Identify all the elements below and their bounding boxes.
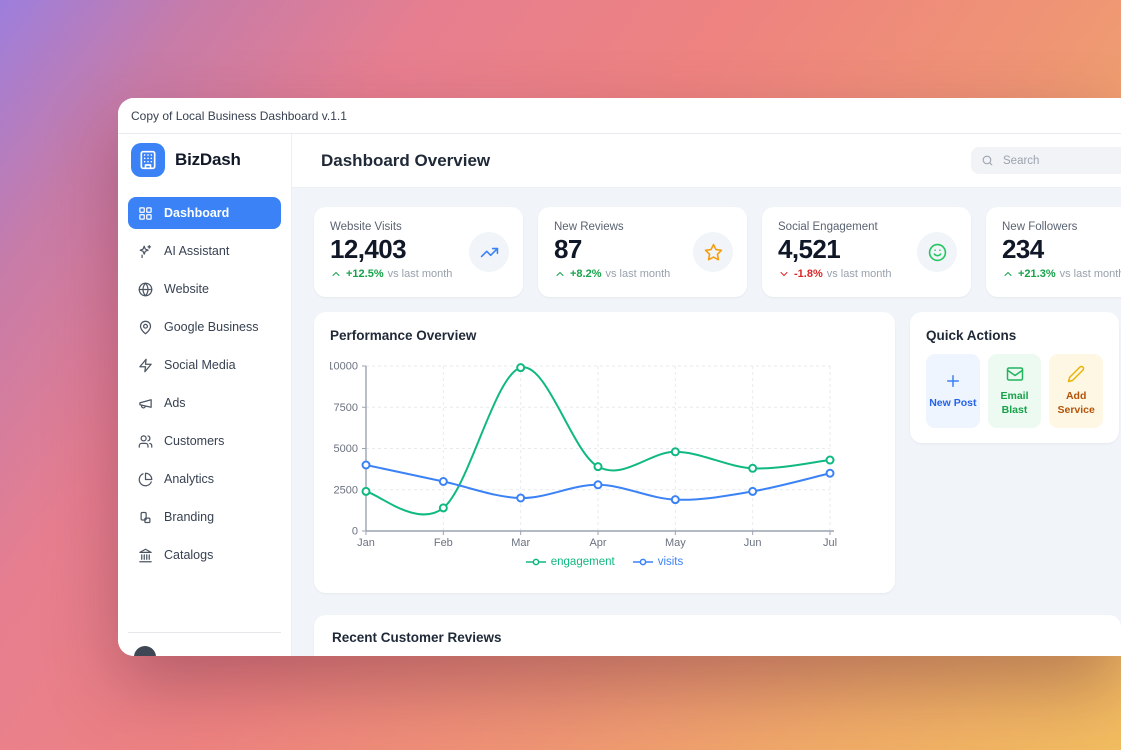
users-icon — [138, 434, 153, 449]
window-title: Copy of Local Business Dashboard v.1.1 — [131, 108, 347, 123]
search-input[interactable] — [1001, 153, 1121, 168]
svg-text:7500: 7500 — [334, 402, 358, 414]
sparkles-icon — [138, 244, 153, 259]
globe-icon — [138, 282, 153, 297]
chevron-up-icon — [1002, 268, 1014, 280]
search-icon — [981, 154, 994, 167]
svg-text:Jan: Jan — [357, 537, 375, 549]
legend-item-engagement: engagement — [525, 556, 615, 568]
svg-text:0: 0 — [352, 526, 358, 538]
quick-action-add-service[interactable]: Add Service — [1049, 354, 1104, 428]
building-icon — [131, 143, 165, 177]
sidebar-item-google-business[interactable]: Google Business — [128, 311, 281, 343]
brand: BizDash — [118, 134, 291, 177]
chart-legend: engagement visits — [330, 556, 879, 568]
app-window: Copy of Local Business Dashboard v.1.1 B… — [118, 98, 1121, 656]
reviews-card: Recent Customer Reviews — [314, 615, 1121, 656]
stat-delta: +12.5% vs last month — [330, 268, 507, 280]
stat-label: New Reviews — [554, 221, 624, 233]
svg-text:Feb: Feb — [434, 537, 453, 549]
legend-item-visits: visits — [632, 556, 683, 568]
stats-row: Website Visits 12,403 +12.5% vs last month N… — [314, 207, 1121, 297]
stat-value: 87 — [554, 234, 582, 264]
main-header: Dashboard Overview — [292, 134, 1121, 188]
megaphone-icon — [138, 396, 153, 411]
sidebar-item-customers[interactable]: Customers — [128, 425, 281, 457]
stat-label: Website Visits — [330, 221, 402, 233]
zap-icon — [138, 358, 153, 373]
user-avatar[interactable] — [134, 646, 156, 656]
plus-icon — [944, 372, 962, 390]
quick-actions-row: New Post Email Blast Add Service — [926, 354, 1104, 428]
stat-delta: -1.8% vs last month — [778, 268, 955, 280]
stat-delta: +21.3% vs last month — [1002, 268, 1121, 280]
star-icon — [693, 232, 733, 272]
svg-text:Mar: Mar — [511, 537, 530, 549]
pie-chart-icon — [138, 472, 153, 487]
stat-label: Social Engagement — [778, 221, 878, 233]
legend-marker-icon — [525, 558, 546, 566]
performance-title: Performance Overview — [330, 328, 477, 343]
svg-text:5000: 5000 — [334, 443, 358, 455]
sidebar-item-ai-assistant[interactable]: AI Assistant — [128, 235, 281, 267]
stat-value: 12,403 — [330, 234, 407, 264]
window-titlebar: Copy of Local Business Dashboard v.1.1 — [118, 98, 1121, 134]
stat-label: New Followers — [1002, 221, 1078, 233]
svg-text:Jul: Jul — [823, 537, 837, 549]
page-title: Dashboard Overview — [321, 150, 491, 170]
sidebar-item-dashboard[interactable]: Dashboard — [128, 197, 281, 229]
sidebar-nav: Dashboard AI Assistant Website Google Busin… — [118, 197, 291, 571]
grid-icon — [138, 206, 153, 221]
sidebar-item-social-media[interactable]: Social Media — [128, 349, 281, 381]
legend-marker-icon — [632, 558, 653, 566]
brand-name: BizDash — [175, 150, 241, 169]
sidebar-item-website[interactable]: Website — [128, 273, 281, 305]
sidebar-item-catalogs[interactable]: Catalogs — [128, 539, 281, 571]
performance-card: Performance Overview 0 2500 5000 7500 10000 J… — [314, 312, 895, 593]
quick-actions-title: Quick Actions — [926, 328, 1017, 343]
chevron-up-icon — [330, 268, 342, 280]
pencil-icon — [1067, 365, 1085, 383]
mail-icon — [1006, 365, 1024, 383]
smile-icon — [917, 232, 957, 272]
svg-text:10000: 10000 — [330, 361, 358, 373]
landmark-icon — [138, 548, 153, 563]
stat-delta: +8.2% vs last month — [554, 268, 731, 280]
sidebar-item-branding[interactable]: Branding — [128, 501, 281, 533]
map-pin-icon — [138, 320, 153, 335]
search-box — [971, 147, 1121, 174]
svg-text:Jun: Jun — [744, 537, 762, 549]
trending-up-icon — [469, 232, 509, 272]
quick-action-email-blast[interactable]: Email Blast — [987, 354, 1042, 428]
svg-text:2500: 2500 — [334, 484, 358, 496]
svg-text:May: May — [665, 537, 686, 549]
content: Website Visits 12,403 +12.5% vs last month N… — [292, 188, 1121, 656]
sidebar-item-analytics[interactable]: Analytics — [128, 463, 281, 495]
sidebar-divider — [128, 632, 281, 633]
shapes-icon — [138, 510, 153, 525]
stat-card-social-engagement: Social Engagement 4,521 -1.8% vs last month — [762, 207, 971, 297]
stat-card-new-reviews: New Reviews 87 +8.2% vs last month — [538, 207, 747, 297]
stat-card-new-followers: New Followers 234 +21.3% vs last month — [986, 207, 1121, 297]
stat-value: 234 — [1002, 234, 1044, 264]
performance-chart: 0 2500 5000 7500 10000 Jan Feb Mar Apr May Jun Jul — [330, 349, 879, 554]
quick-actions-card: Quick Actions New Post Email Blast Add Ser… — [910, 312, 1119, 443]
reviews-title: Recent Customer Reviews — [332, 630, 502, 645]
sidebar-item-ads[interactable]: Ads — [128, 387, 281, 419]
sidebar: BizDash Dashboard AI Assistant Website Goog… — [118, 134, 292, 656]
stat-card-website-visits: Website Visits 12,403 +12.5% vs last month — [314, 207, 523, 297]
stat-value: 4,521 — [778, 234, 841, 264]
chevron-up-icon — [554, 268, 566, 280]
svg-text:Apr: Apr — [589, 537, 606, 549]
chevron-down-icon — [778, 268, 790, 280]
quick-action-new-post[interactable]: New Post — [926, 354, 980, 428]
